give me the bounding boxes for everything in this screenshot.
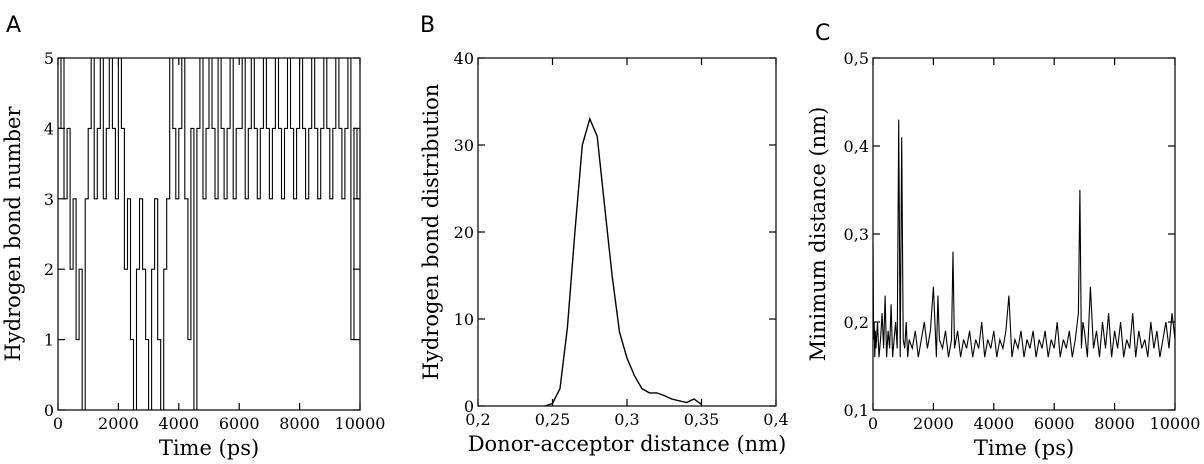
x-tick-label-b-1: 0,25 — [535, 410, 571, 429]
series-line-c-0 — [872, 119, 1176, 358]
y-tick-label-a-5: 5 — [44, 49, 54, 68]
x-tick-label-c-4: 8000 — [1094, 414, 1135, 433]
y-axis-title-c: Minimum distance (nm) — [806, 107, 830, 362]
y-tick-label-a-2: 2 — [44, 260, 54, 279]
x-tick-label-c-2: 4000 — [973, 414, 1014, 433]
plot-frame-a — [57, 57, 361, 411]
x-tick-label-a-4: 8000 — [279, 414, 320, 433]
series-line-a-0 — [58, 57, 361, 411]
x-tick-label-c-0: 0 — [868, 414, 878, 433]
x-axis-title-a: Time (ps) — [159, 436, 259, 460]
x-tick-label-b-4: 0,4 — [763, 410, 788, 429]
panel-letter-c: C — [815, 21, 830, 46]
y-axis-title-a: Hydrogen bond number — [1, 106, 25, 362]
y-tick-label-c-4: 0,5 — [844, 49, 869, 68]
plot-frame-b — [477, 57, 777, 407]
y-axis-title-b: Hydrogen bond distribution — [419, 84, 443, 381]
x-axis-title-c: Time (ps) — [974, 436, 1074, 460]
y-tick-label-a-0: 0 — [44, 401, 54, 420]
x-tick-label-a-1: 2000 — [98, 414, 139, 433]
y-tick-label-b-3: 30 — [454, 136, 474, 155]
series-line-b-0 — [544, 116, 702, 407]
panel-letter-b: B — [420, 13, 435, 38]
x-tick-label-c-3: 6000 — [1034, 414, 1075, 433]
y-tick-label-c-2: 0,3 — [844, 225, 869, 244]
y-tick-label-b-0: 0 — [464, 397, 474, 416]
y-tick-label-b-4: 40 — [454, 49, 474, 68]
x-tick-label-a-0: 0 — [53, 414, 63, 433]
x-tick-label-c-5: 10000 — [1150, 414, 1201, 433]
y-tick-label-a-1: 1 — [44, 331, 54, 350]
x-tick-label-a-5: 10000 — [335, 414, 386, 433]
x-tick-label-a-3: 6000 — [219, 414, 260, 433]
x-tick-label-b-2: 0,3 — [614, 410, 639, 429]
y-tick-label-b-1: 10 — [454, 310, 474, 329]
x-tick-label-a-2: 4000 — [158, 414, 199, 433]
x-axis-title-b: Donor-acceptor distance (nm) — [468, 432, 787, 456]
x-tick-label-b-3: 0,35 — [684, 410, 720, 429]
y-tick-label-b-2: 20 — [454, 223, 474, 242]
y-tick-label-c-0: 0,1 — [844, 401, 869, 420]
y-tick-label-a-4: 4 — [44, 119, 54, 138]
y-tick-label-a-3: 3 — [44, 190, 54, 209]
x-tick-label-b-0: 0,2 — [465, 410, 490, 429]
panel-letter-a: A — [6, 13, 21, 38]
x-tick-label-c-1: 2000 — [913, 414, 954, 433]
y-tick-label-c-3: 0,4 — [844, 137, 869, 156]
y-tick-label-c-1: 0,2 — [844, 313, 869, 332]
